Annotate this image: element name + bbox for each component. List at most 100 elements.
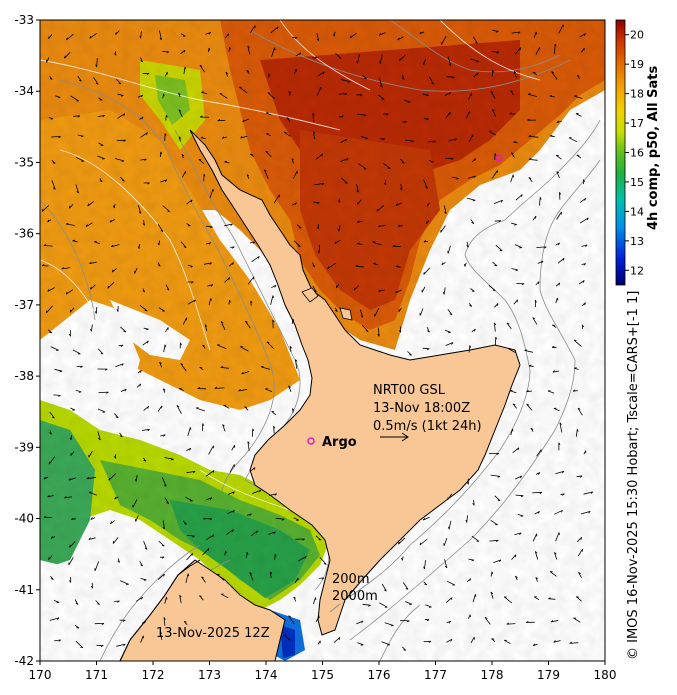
current-vector [576,475,583,478]
current-vector [221,593,229,599]
current-vector [291,202,297,206]
current-vector [134,267,138,274]
current-vector [313,131,315,140]
current-vector-head [286,117,290,119]
current-vector [88,450,93,458]
current-vector [143,541,148,550]
current-vector [379,602,388,608]
current-vector-head [192,535,195,538]
current-vector-head [208,47,211,51]
current-vector [349,32,357,39]
current-vector [423,516,430,521]
current-vector-head [164,133,167,136]
current-vector-head [492,289,496,291]
current-vector-head [316,38,320,42]
current-vector-head [475,41,478,44]
current-vector [548,598,556,600]
current-vector [227,510,235,514]
current-vector-head [192,471,196,474]
current-vector [376,205,385,212]
current-vector [575,113,582,117]
current-vector-head [569,641,573,644]
current-vector-head [108,477,110,481]
current-vector [221,136,228,139]
current-vector [226,529,234,535]
current-vector [241,371,250,375]
current-vector [533,31,537,38]
colorbar-tick-label: 18 [630,88,644,101]
colorbar-tick-label: 12 [630,264,644,277]
current-vector [513,71,517,79]
current-vector [372,241,382,246]
current-vector-head [312,113,315,116]
current-vector [114,158,125,162]
current-vector-head [49,78,53,80]
current-vector-head [524,349,528,351]
current-vector-head [271,411,275,413]
current-vector-head [102,115,105,118]
current-vector-head [166,51,170,54]
current-vector-head [385,113,389,116]
current-vector-head [344,182,348,184]
current-vector-head [577,74,580,77]
current-vector [293,170,298,179]
current-vector-head [242,119,245,122]
sst-layer [40,20,605,661]
current-vector-head [554,552,557,555]
current-vector [494,303,499,308]
current-vector-head [210,284,214,287]
current-vector [54,95,61,98]
current-vector [381,641,390,646]
current-vector-head [552,370,556,373]
lon-tick-label: 176 [368,668,391,682]
current-vector [341,79,351,83]
current-vector [509,390,517,394]
current-vector-head [514,224,517,226]
scale-arrow [380,432,409,442]
colorbar-tick-label: 17 [630,117,644,130]
current-vector [554,509,563,515]
current-vector [238,389,248,392]
current-vector-head [349,35,352,39]
current-vector-head [232,246,235,249]
current-vector-head [469,578,472,582]
current-vector-head [299,52,302,56]
current-vector-head [322,71,325,75]
current-vector [180,241,187,248]
current-vector-head [538,472,541,475]
current-vector-head [43,476,46,480]
current-vector-head [333,33,335,37]
current-vector-head [164,344,167,348]
current-vector [515,494,524,497]
current-vector [532,317,538,325]
current-vector [356,184,359,193]
current-vector-head [512,428,514,432]
current-vector-head [110,521,112,524]
current-vector-head [558,282,561,286]
current-vector-head [519,532,522,535]
current-vector-head [183,49,186,53]
current-vector-head [197,387,201,389]
current-vector [95,306,98,314]
current-vector-head [495,336,498,340]
current-vector [143,405,149,411]
current-vector-head [583,179,586,183]
current-vector-head [423,566,425,570]
current-vector [399,54,406,61]
current-vector-head [357,201,359,205]
current-vector-head [190,281,194,284]
current-vector [242,118,249,123]
current-vector-head [123,330,126,333]
current-vector-head [68,478,71,481]
current-vector [54,639,61,642]
current-vector-head [140,370,142,373]
current-vector [357,199,362,205]
current-vector [95,600,100,605]
current-vector [270,26,279,34]
current-vector [240,346,249,352]
current-vector-head [76,191,79,194]
current-vector-head [454,138,457,141]
current-vector-head [426,348,430,351]
current-vector-head [323,563,327,565]
current-vector-head [520,47,522,51]
